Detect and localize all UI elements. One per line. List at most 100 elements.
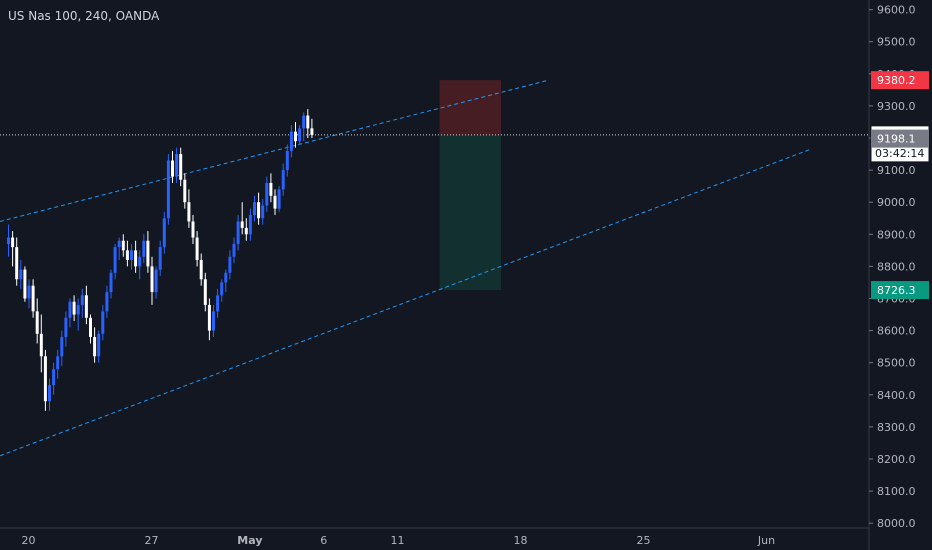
y-tick-label: 8500.0 — [877, 357, 916, 370]
y-tick-label: 8800.0 — [877, 260, 916, 273]
candle-body — [212, 311, 215, 331]
candle-body — [302, 115, 306, 129]
candle-body — [166, 160, 170, 219]
candle-body — [183, 179, 187, 203]
candle-body — [261, 205, 265, 219]
candle-body — [76, 304, 80, 315]
candle-body — [48, 385, 51, 402]
candle-body — [171, 160, 174, 177]
take-profit-zone[interactable] — [439, 134, 501, 291]
x-tick-label: May — [237, 534, 262, 547]
other-price-badge-text: 9198.1 — [877, 133, 916, 146]
candle-body — [125, 250, 129, 260]
candle-body — [113, 247, 117, 273]
other-price-badge[interactable] — [871, 129, 929, 148]
countdown-text: 03:42:14 — [875, 147, 924, 160]
candle-body — [121, 240, 125, 251]
y-tick-label: 8400.0 — [877, 389, 916, 402]
candle-body — [60, 337, 64, 357]
candle-body — [72, 301, 76, 315]
candle-body — [175, 154, 179, 177]
y-tick-label: 9100.0 — [877, 164, 916, 177]
target-price-badge-text: 8726.3 — [877, 284, 916, 297]
candle-body — [105, 292, 109, 312]
candle-body — [56, 356, 60, 370]
y-tick-label: 9500.0 — [877, 36, 916, 49]
candle-body — [179, 154, 183, 180]
candle-body — [162, 218, 166, 248]
candle-body — [117, 240, 121, 248]
candle-body — [97, 333, 101, 357]
candle-body — [244, 227, 248, 235]
y-tick-label: 8900.0 — [877, 228, 916, 241]
candle-body — [224, 272, 228, 283]
channel-line-0[interactable] — [0, 79, 549, 222]
y-tick-label: 8100.0 — [877, 485, 916, 498]
candle-body — [134, 250, 138, 267]
y-tick-label: 8600.0 — [877, 325, 916, 338]
candle-body — [43, 356, 47, 402]
y-tick-label: 9600.0 — [877, 4, 916, 17]
y-tick-label: 8300.0 — [877, 421, 916, 434]
stop-loss-zone[interactable] — [439, 80, 501, 135]
candle-body — [27, 285, 31, 299]
candle-body — [35, 311, 39, 334]
candle-body — [248, 215, 252, 235]
price-axis[interactable] — [869, 0, 932, 550]
candle-body — [142, 240, 146, 257]
candle-body — [138, 256, 142, 267]
candle-body — [187, 202, 191, 222]
candle-body — [19, 269, 23, 280]
candle-body — [253, 202, 256, 216]
candle-body — [207, 304, 211, 331]
candle-body — [7, 237, 10, 244]
candle-body — [277, 189, 281, 209]
candle-body — [150, 266, 154, 293]
candle-body — [285, 150, 289, 171]
candle-body — [154, 269, 158, 293]
stop-price-badge[interactable] — [871, 71, 929, 90]
candle-body — [265, 182, 269, 206]
candle-body — [80, 295, 84, 305]
candle-body — [310, 128, 314, 135]
candle-body — [23, 269, 27, 299]
candle-body — [195, 237, 199, 260]
candle-body — [31, 285, 35, 312]
candle-body — [294, 131, 297, 142]
candle-body — [220, 282, 224, 296]
candle-body — [89, 317, 92, 338]
candle-body — [130, 250, 133, 260]
candle-body — [64, 317, 68, 338]
candle-body — [15, 247, 19, 280]
candle-body — [240, 221, 244, 228]
candle-body — [228, 256, 232, 273]
candle-body — [306, 115, 310, 129]
candle-body — [216, 295, 220, 312]
x-tick-label: 25 — [637, 534, 651, 547]
candle-body — [68, 301, 72, 318]
candle-body — [203, 279, 207, 305]
y-tick-label: 8200.0 — [877, 453, 916, 466]
candle-body — [146, 240, 150, 267]
x-tick-label: 6 — [320, 534, 327, 547]
channel-line-1[interactable] — [0, 148, 811, 457]
candle-body — [191, 221, 195, 238]
y-tick-label: 9300.0 — [877, 100, 916, 113]
candle-body — [232, 243, 236, 257]
candle-body — [269, 182, 273, 196]
x-tick-label: 20 — [22, 534, 36, 547]
stop-price-badge-text: 9380.2 — [877, 74, 916, 87]
target-price-badge[interactable] — [871, 281, 929, 300]
candle-body — [257, 202, 261, 219]
candle-body — [273, 195, 277, 209]
x-tick-label: 11 — [391, 534, 405, 547]
candle-body — [52, 369, 56, 386]
candle-body — [109, 272, 113, 293]
candle-body — [39, 333, 43, 357]
candle-body — [158, 247, 162, 270]
candle-body — [93, 337, 97, 357]
candle-body — [84, 295, 88, 318]
x-tick-label: 18 — [514, 534, 528, 547]
